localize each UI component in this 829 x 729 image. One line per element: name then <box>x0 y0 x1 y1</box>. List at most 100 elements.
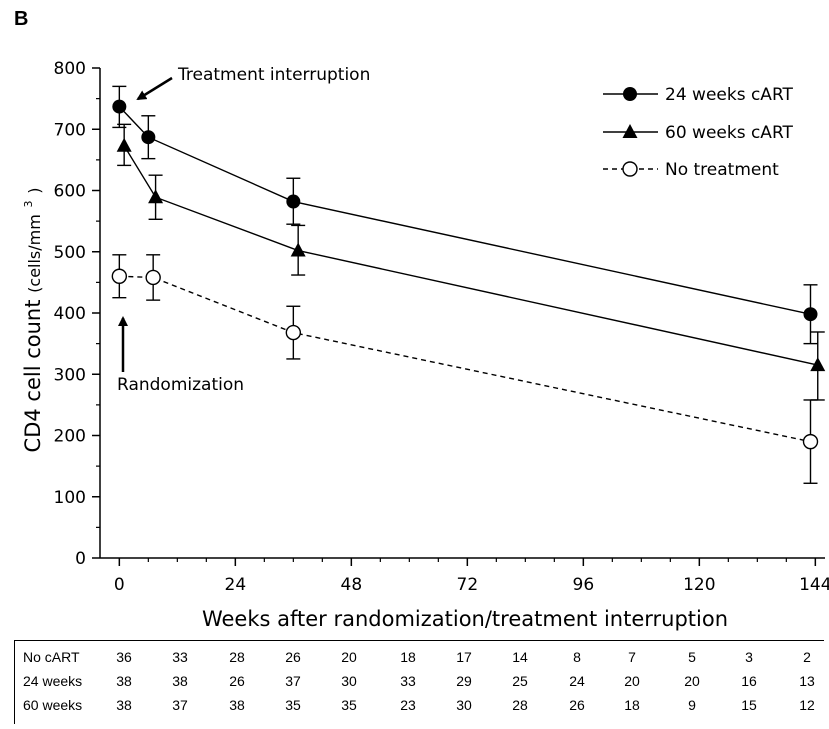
risk-table-cell: 30 <box>456 697 472 713</box>
risk-table-cell: 33 <box>400 673 416 689</box>
y-tick-label: 400 <box>54 304 86 324</box>
x-tick-label: 144 <box>799 575 829 595</box>
risk-table-cell: 20 <box>624 673 640 689</box>
data-point <box>141 130 156 145</box>
legend-label: 60 weeks cART <box>665 123 794 143</box>
y-axis-title: CD4 cell count (cells/mm 3 ) <box>13 188 45 453</box>
risk-table-cell: 13 <box>799 673 815 689</box>
legend-label: 24 weeks cART <box>665 85 794 105</box>
panel-letter: B <box>14 8 29 30</box>
treatment-interruption-arrow <box>136 76 173 101</box>
treatment-interruption-label: Treatment interruption <box>177 65 370 85</box>
data-point <box>802 433 819 450</box>
data-point <box>116 137 132 152</box>
series-line <box>118 106 811 315</box>
risk-table-cell: 38 <box>172 673 188 689</box>
risk-table-cell: 8 <box>573 649 581 665</box>
data-point <box>290 242 306 257</box>
risk-table-cell: 17 <box>456 649 472 665</box>
risk-table-cell: 20 <box>341 649 357 665</box>
risk-table-cell: 26 <box>569 697 585 713</box>
risk-table-cell: 2 <box>803 649 811 665</box>
risk-table-cell: 28 <box>512 697 528 713</box>
risk-table-row: No cART 36 33 28 26 20 18 17 14 8 7 5 3 2 <box>15 649 824 671</box>
y-axis-title-unit: (cells/mm <box>25 214 44 293</box>
risk-table-cell: 3 <box>745 649 753 665</box>
x-axis-title: Weeks after randomization/treatment inte… <box>202 607 728 631</box>
risk-table-cell: 18 <box>400 649 416 665</box>
y-tick-label: 100 <box>54 488 86 508</box>
risk-table-cell: 5 <box>688 649 696 665</box>
x-tick-label: 0 <box>114 575 125 595</box>
x-tick-label: 24 <box>225 575 247 595</box>
data-point <box>148 189 164 204</box>
risk-table-cell: 38 <box>116 697 132 713</box>
risk-table-cell: 36 <box>116 649 132 665</box>
y-tick-label: 0 <box>75 549 86 569</box>
x-tick-label: 96 <box>573 575 595 595</box>
series-line <box>119 275 811 443</box>
data-point <box>803 307 818 322</box>
risk-table-cell: 9 <box>688 697 696 713</box>
legend-marker <box>622 124 638 138</box>
risk-table-cell: 35 <box>285 697 301 713</box>
at-risk-table: No cART 36 33 28 26 20 18 17 14 8 7 5 3 2 24 weeks 38 38… <box>14 640 824 724</box>
risk-table-row-label: 60 weeks <box>23 697 83 713</box>
line-chart: 0 100 200 300 400 500 600 700 800 0 24 48 72 96 120 144… <box>13 59 829 631</box>
data-point <box>810 357 826 372</box>
risk-table-cell: 33 <box>172 649 188 665</box>
risk-table-cell: 37 <box>172 697 188 713</box>
risk-table-cell: 24 <box>569 673 585 689</box>
risk-table-cell: 26 <box>229 673 245 689</box>
series-filled-circle <box>112 85 818 345</box>
x-tick-label: 48 <box>341 575 363 595</box>
series-line <box>123 145 818 366</box>
series-layer <box>111 85 826 484</box>
data-point <box>286 194 301 209</box>
randomization-label: Randomization <box>117 375 244 395</box>
y-axis-title-unit-sup: 3 <box>22 200 35 207</box>
risk-table-cell: 7 <box>628 649 636 665</box>
x-tick-label: 120 <box>683 575 715 595</box>
risk-table-cell: 26 <box>285 649 301 665</box>
risk-table-row-label: No cART <box>23 649 80 665</box>
risk-table-cell: 15 <box>741 697 757 713</box>
risk-table-cell: 12 <box>799 697 815 713</box>
data-point <box>285 324 302 341</box>
legend-marker <box>622 161 638 177</box>
risk-table-cell: 25 <box>512 673 528 689</box>
risk-table-cell: 29 <box>456 673 472 689</box>
data-point <box>145 269 161 286</box>
risk-table-cell: 28 <box>229 649 245 665</box>
risk-table-cell: 20 <box>684 673 700 689</box>
y-tick-label: 300 <box>54 365 86 385</box>
risk-table-cell: 18 <box>624 697 640 713</box>
risk-table-cell: 38 <box>229 697 245 713</box>
series-filled-triangle <box>116 123 826 401</box>
risk-table-row-label: 24 weeks <box>23 673 83 689</box>
annotations: Treatment interruption Randomization <box>117 65 370 395</box>
risk-table-cell: 35 <box>341 697 357 713</box>
risk-table-cell: 30 <box>341 673 357 689</box>
risk-table-cell: 14 <box>512 649 528 665</box>
risk-table-cell: 37 <box>285 673 301 689</box>
data-point <box>112 99 127 114</box>
legend-label: No treatment <box>665 160 779 180</box>
y-axis-title-unit-close: ) <box>25 188 44 194</box>
risk-table-cell: 38 <box>116 673 132 689</box>
risk-table-row: 60 weeks 38 37 38 35 35 23 30 28 26 18 9 15 12 <box>15 697 824 719</box>
y-tick-label: 700 <box>54 120 86 140</box>
y-tick-label: 500 <box>54 243 86 263</box>
legend-marker <box>623 87 637 101</box>
legend: 24 weeks cART 60 weeks cART No treatment <box>603 85 794 180</box>
x-tick-label: 72 <box>457 575 479 595</box>
data-point <box>111 268 128 284</box>
y-tick-label: 800 <box>54 59 86 79</box>
y-tick-label: 600 <box>54 182 86 202</box>
y-axis-title-main: CD4 cell count <box>21 300 45 453</box>
series-open-circle <box>111 254 819 484</box>
y-tick-label: 200 <box>54 427 86 447</box>
risk-table-cell: 16 <box>741 673 757 689</box>
risk-table-cell: 23 <box>400 697 416 713</box>
axes: 0 100 200 300 400 500 600 700 800 0 24 48 72 96 120 144 <box>54 59 829 595</box>
